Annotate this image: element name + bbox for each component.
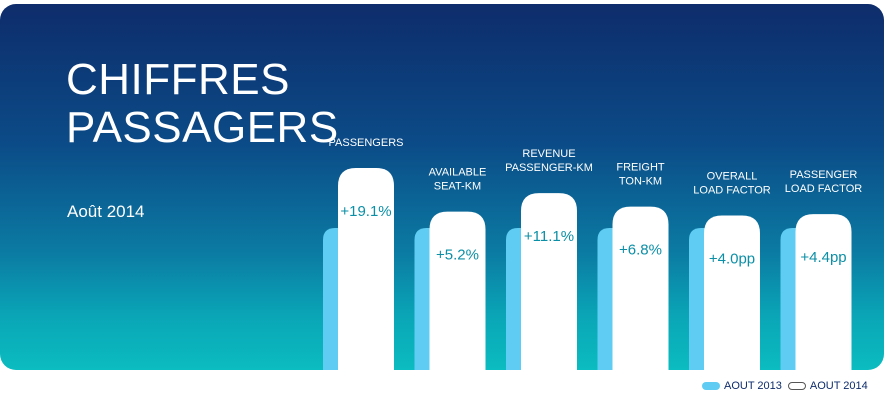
change-label-3: +6.8%	[619, 242, 662, 259]
category-label-5-0: PASSENGER	[790, 169, 858, 181]
category-label-4-0: OVERALL	[707, 170, 758, 182]
category-label-3-1: TON-KM	[619, 176, 662, 188]
title-line-1: CHIFFRES	[66, 55, 290, 104]
category-label-1-1: SEAT-KM	[434, 181, 481, 193]
title-line-2: PASSAGERS	[66, 103, 339, 152]
category-label-4-1: LOAD FACTOR	[693, 184, 770, 196]
chart-panel: CHIFFRES PASSAGERS Août 2014 +19.1% PASSE…	[0, 4, 884, 370]
bar-2014-0	[338, 168, 394, 370]
category-label-0-0: PASSENGERS	[329, 137, 404, 149]
bar-2014-2	[521, 193, 577, 370]
bar-2014-3	[612, 206, 669, 370]
legend-swatch-2014	[787, 382, 806, 390]
change-label-5: +4.4pp	[800, 249, 846, 266]
legend-item-2013: AOUT 2013	[702, 380, 782, 392]
legend: AOUT 2013 AOUT 2014	[702, 378, 874, 394]
category-label-2-1: PASSENGER-KM	[505, 162, 593, 174]
category-label-2-0: REVENUE	[522, 148, 575, 160]
change-label-4: +4.0pp	[709, 250, 755, 267]
change-label-0: +19.1%	[340, 203, 391, 220]
legend-item-2014: AOUT 2014	[787, 380, 868, 392]
bar-2014-4	[704, 215, 760, 370]
page-title: CHIFFRES PASSAGERS	[66, 56, 339, 152]
legend-label-2014: AOUT 2014	[809, 380, 868, 392]
bar-2014-5	[795, 214, 852, 370]
period-label: Août 2014	[67, 202, 145, 221]
legend-label-2013: AOUT 2013	[724, 380, 782, 392]
legend-swatch-2013	[702, 382, 720, 390]
category-label-3-0: FREIGHT	[616, 162, 665, 174]
change-label-2: +11.1%	[524, 228, 574, 245]
category-label-1-0: AVAILABLE	[429, 167, 487, 179]
bar-chart: +19.1% PASSENGERS +5.2% AVAILABLE SEAT-KM +11…	[323, 137, 862, 370]
change-label-1: +5.2%	[436, 247, 479, 264]
bar-2014-1	[429, 211, 486, 370]
category-label-5-1: LOAD FACTOR	[785, 183, 862, 195]
